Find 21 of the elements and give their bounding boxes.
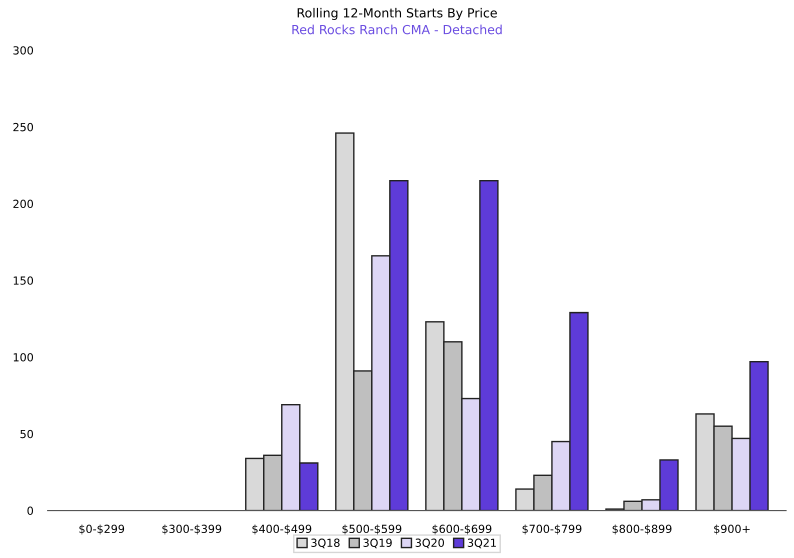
legend-label: 3Q18 (311, 538, 340, 548)
x-tick-label: $900+ (714, 524, 750, 535)
y-tick-label: 100 (14, 353, 34, 362)
x-tick-label: $500-$599 (342, 524, 402, 535)
x-tick-label: $700-$799 (522, 524, 582, 535)
y-tick-label: 200 (13, 200, 34, 208)
x-tick-label: $400-$499 (252, 524, 312, 535)
y-tick-label: 50 (20, 430, 34, 438)
legend-label: 3Q19 (363, 538, 392, 548)
x-tick-label: $0-$299 (79, 524, 124, 535)
chart-title: Rolling 12-Month Starts By Price (298, 8, 497, 20)
y-tick-label: 150 (14, 276, 34, 285)
y-tick-label: 300 (13, 46, 34, 55)
legend-label: 3Q21 (468, 538, 496, 548)
chart-subtitle: Red Rocks Ranch CMA - Detached (292, 24, 502, 34)
x-tick-label: $300-$399 (162, 524, 222, 535)
y-tick-label: 250 (13, 122, 34, 132)
x-tick-label: $600-$699 (432, 524, 492, 535)
x-tick-label: $800-$899 (612, 524, 672, 535)
y-tick-label: 0 (27, 506, 34, 515)
legend-label: 3Q20 (416, 538, 444, 548)
